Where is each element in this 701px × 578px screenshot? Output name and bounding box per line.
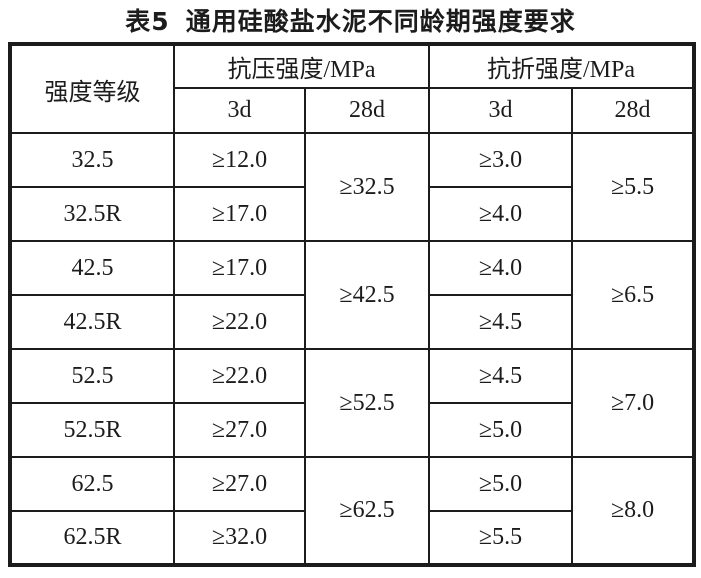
header-flexural-strength: 抗折强度/MPa [428,43,696,89]
table-row: 42.5 ≥17.0 ≥42.5 ≥4.0 ≥6.5 [9,240,696,350]
comp-3d-cell: ≥27.0 [173,402,306,458]
comp-28d-cell: ≥52.5 [303,348,431,458]
flex-28d-cell: ≥5.5 [571,132,696,242]
table-row: 42.5R ≥22.0 ≥4.5 [9,294,694,350]
comp-28d-cell: ≥62.5 [303,456,431,566]
flex-3d-cell: ≥4.5 [428,348,574,404]
comp-3d-cell: ≥22.0 [173,294,306,350]
flex-3d-cell: ≥4.0 [428,240,574,296]
grade-cell: 52.5R [9,402,175,458]
flex-28d-cell: ≥6.5 [571,240,696,350]
comp-28d-cell: ≥32.5 [303,132,431,242]
header-flexural-3d: 3d [428,87,574,134]
header-flexural-28d: 28d [571,87,696,134]
table-caption-title: 通用硅酸盐水泥不同龄期强度要求 [185,7,576,36]
grade-cell: 62.5R [9,510,175,566]
flex-3d-cell: ≥5.0 [428,456,574,512]
table-caption: 表5 通用硅酸盐水泥不同龄期强度要求 [0,2,701,38]
table-row: 62.5 ≥27.0 ≥62.5 ≥5.0 ≥8.0 [9,456,696,566]
grade-cell: 42.5 [9,240,175,296]
comp-3d-cell: ≥12.0 [173,132,306,188]
header-compressive-strength: 抗压强度/MPa [172,43,431,89]
header-compressive-28d: 28d [303,87,431,134]
table-row: 52.5 ≥22.0 ≥52.5 ≥4.5 ≥7.0 [9,348,696,458]
grade-cell: 32.5R [9,186,175,242]
flex-3d-cell: ≥4.5 [428,294,574,350]
strength-requirements-table: 强度等级 抗压强度/MPa 抗折强度/MPa 3d 28d 3d 28d 32.… [8,42,697,567]
comp-28d-cell: ≥42.5 [303,240,431,350]
comp-3d-cell: ≥17.0 [173,186,306,242]
comp-3d-cell: ≥27.0 [173,456,306,512]
flex-3d-cell: ≥4.0 [428,186,574,242]
header-compressive-3d: 3d [173,87,306,134]
table-row: 32.5R ≥17.0 ≥4.0 [9,186,694,242]
table-caption-number: 表5 [125,7,170,36]
grade-cell: 52.5 [9,348,175,404]
table-row: 62.5R ≥32.0 ≥5.5 [9,510,694,566]
comp-3d-cell: ≥22.0 [173,348,306,404]
table-row: 32.5 ≥12.0 ≥32.5 ≥3.0 ≥5.5 [9,132,696,242]
flex-3d-cell: ≥5.0 [428,402,574,458]
comp-3d-cell: ≥32.0 [173,510,306,566]
grade-cell: 32.5 [9,132,175,188]
flex-28d-cell: ≥7.0 [571,348,696,458]
flex-3d-cell: ≥3.0 [428,132,574,188]
grade-cell: 42.5R [9,294,175,350]
flex-3d-cell: ≥5.5 [428,510,574,566]
header-strength-grade: 强度等级 [9,43,175,134]
flex-28d-cell: ≥8.0 [571,456,696,566]
grade-cell: 62.5 [9,456,175,512]
comp-3d-cell: ≥17.0 [173,240,306,296]
table-row: 52.5R ≥27.0 ≥5.0 [9,402,694,458]
